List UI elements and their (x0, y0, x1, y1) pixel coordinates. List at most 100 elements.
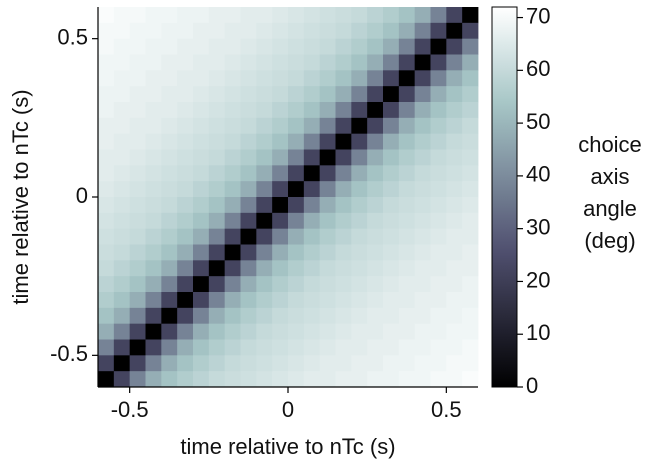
heatmap-cell (224, 197, 241, 214)
heatmap-cell (319, 149, 336, 166)
heatmap-cell (145, 133, 162, 150)
heatmap-cell (256, 165, 273, 182)
heatmap-cell (288, 339, 305, 356)
colorbar-tick-label: 40 (526, 162, 550, 187)
heatmap-cell (129, 323, 146, 340)
heatmap-cell (177, 197, 194, 214)
heatmap-cell (462, 228, 479, 245)
heatmap-cell (430, 212, 447, 230)
heatmap-cell (256, 38, 273, 55)
heatmap-cell (177, 181, 194, 198)
heatmap-cell (398, 22, 416, 40)
heatmap-cell (145, 102, 162, 119)
heatmap-cell (351, 7, 368, 24)
heatmap-cell (430, 292, 447, 309)
heatmap-cell (462, 371, 479, 388)
heatmap-cell (161, 102, 178, 119)
heatmap-cell (256, 292, 273, 309)
heatmap-cell (256, 133, 273, 150)
x-tick-label: 0.5 (431, 397, 462, 422)
heatmap-cell (303, 244, 321, 261)
heatmap-cell (367, 371, 384, 388)
heatmap-cell (367, 86, 384, 103)
heatmap-cell (414, 86, 431, 103)
heatmap-cell (335, 133, 352, 150)
heatmap-cell (335, 339, 352, 356)
heatmap-cell (208, 165, 226, 182)
heatmap-cell (288, 133, 305, 150)
heatmap-cell (208, 212, 226, 230)
heatmap-cell (193, 181, 210, 198)
heatmap-cell (462, 102, 479, 119)
heatmap-cell (383, 181, 400, 198)
heatmap-cell (288, 7, 305, 24)
heatmap-cell (145, 244, 162, 261)
heatmap-cell (98, 102, 115, 119)
heatmap-cell (161, 355, 178, 372)
heatmap-cell (446, 292, 463, 309)
heatmap-cell (145, 38, 162, 55)
heatmap-cell (224, 54, 241, 71)
heatmap-cell (98, 7, 115, 24)
heatmap-cell (129, 165, 146, 182)
heatmap-cell (462, 181, 479, 198)
heatmap-cell (177, 260, 194, 277)
heatmap-cell (430, 276, 447, 293)
heatmap-cell (129, 22, 146, 40)
heatmap-cell (383, 228, 400, 245)
heatmap-cell (383, 133, 400, 150)
heatmap-cell (240, 117, 257, 135)
heatmap-cell (113, 70, 131, 87)
heatmap-cell (145, 307, 162, 325)
heatmap-cell (303, 292, 321, 309)
heatmap-cell (462, 38, 479, 55)
heatmap-cell (161, 371, 178, 388)
heatmap-cell (303, 165, 321, 182)
heatmap-cell (145, 339, 162, 356)
heatmap-cell (272, 339, 289, 356)
heatmap-cell (430, 133, 447, 150)
heatmap-cell (272, 70, 289, 87)
heatmap-cell (240, 212, 257, 230)
heatmap-cell (161, 244, 178, 261)
heatmap-cell (414, 371, 431, 388)
heatmap-cell (224, 149, 241, 166)
heatmap-cell (335, 276, 352, 293)
heatmap-cell (335, 212, 352, 230)
heatmap-cell (446, 323, 463, 340)
heatmap-cell (113, 54, 131, 71)
heatmap-cell (256, 228, 273, 245)
heatmap-cell (272, 260, 289, 277)
heatmap-cell (446, 70, 463, 87)
heatmap-cell (208, 323, 226, 340)
heatmap-cell (303, 86, 321, 103)
heatmap-cell (224, 117, 241, 135)
heatmap-cell (462, 133, 479, 150)
heatmap-cell (193, 355, 210, 372)
heatmap-cell (177, 149, 194, 166)
heatmap-cell (224, 38, 241, 55)
colorbar-label: angle (583, 196, 637, 221)
heatmap-cell (240, 70, 257, 87)
colorbar-label: (deg) (584, 228, 635, 253)
heatmap-cell (462, 22, 479, 40)
heatmap-cell (256, 54, 273, 71)
heatmap-cell (288, 212, 305, 230)
heatmap-cell (177, 165, 194, 182)
heatmap-cell (335, 371, 352, 388)
heatmap-cell (98, 339, 115, 356)
heatmap-cell (351, 260, 368, 277)
heatmap-cell (367, 292, 384, 309)
heatmap-cell (414, 181, 431, 198)
heatmap-cell (129, 307, 146, 325)
heatmap-cell (272, 244, 289, 261)
heatmap-cell (98, 54, 115, 71)
heatmap-cell (129, 371, 146, 388)
heatmap-cell (193, 212, 210, 230)
heatmap-cell (319, 102, 336, 119)
heatmap-cell (367, 260, 384, 277)
heatmap-cell (319, 292, 336, 309)
heatmap-cell (177, 38, 194, 55)
heatmap-cell (193, 149, 210, 166)
heatmap-cell (145, 7, 162, 24)
